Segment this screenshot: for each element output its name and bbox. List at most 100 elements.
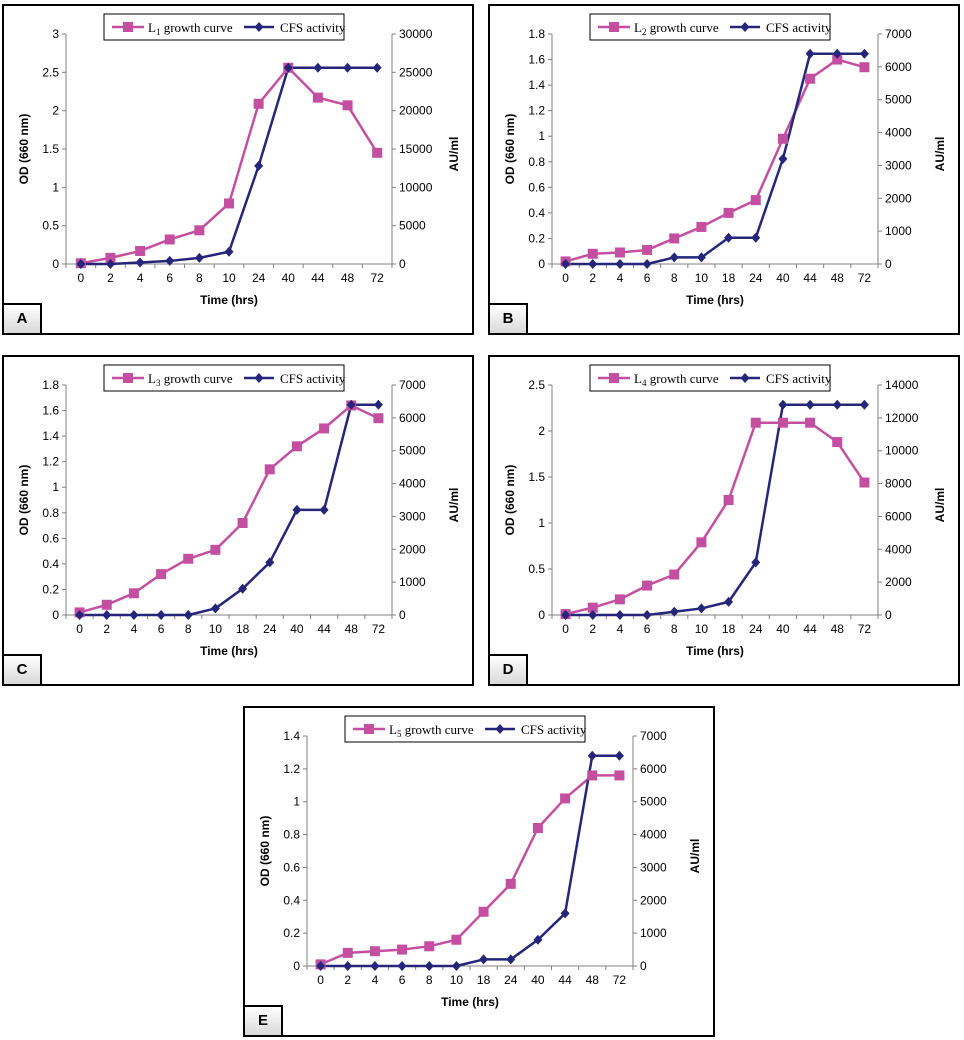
- right-tick-label: 25000: [399, 65, 433, 79]
- x-tick-label: 72: [372, 622, 386, 636]
- growth-curve-point: [253, 98, 264, 109]
- right-tick-label: 7000: [640, 729, 667, 743]
- cfs-activity-point: [346, 399, 356, 410]
- x-tick-label: 8: [185, 622, 192, 636]
- x-tick-label: 8: [196, 271, 203, 285]
- left-tick-label: 1.5: [528, 470, 545, 484]
- left-tick-label: 0.8: [42, 506, 59, 520]
- growth-curve-line: [565, 58, 865, 263]
- growth-curve-point: [291, 441, 302, 452]
- right-tick-label: 12000: [885, 411, 919, 425]
- panel-letter: D: [488, 654, 528, 686]
- left-tick-label: 0: [52, 608, 59, 622]
- right-tick-label: 8000: [885, 477, 912, 491]
- growth-curve-point: [342, 100, 353, 111]
- x-tick-label: 40: [531, 973, 545, 987]
- growth-curve-point: [696, 221, 707, 232]
- x-tick-label: 10: [450, 973, 464, 987]
- growth-curve-point: [750, 195, 761, 206]
- left-tick-label: 1.6: [528, 53, 545, 67]
- legend-cfs-label: CFS activity: [280, 371, 346, 386]
- left-tick-label: 1.4: [528, 78, 545, 92]
- legend-growth-label: L4 growth curve: [634, 371, 719, 388]
- growth-curve-point: [805, 73, 816, 84]
- right-tick-label: 4000: [640, 828, 667, 842]
- cfs-activity-point: [561, 610, 571, 620]
- cfs-activity-point: [615, 610, 625, 620]
- right-tick-label: 6000: [640, 762, 667, 776]
- cfs-activity-point: [724, 232, 734, 243]
- legend-strain-subscript: 5: [397, 729, 402, 739]
- left-tick-label: 0.8: [283, 828, 300, 842]
- legend-cfs-label: CFS activity: [521, 722, 587, 737]
- legend-growth-marker: [123, 22, 133, 32]
- x-tick-label: 2: [589, 622, 596, 636]
- right-tick-label: 30000: [399, 27, 433, 41]
- cfs-activity-point: [343, 62, 353, 73]
- cfs-activity-point: [238, 583, 248, 594]
- right-tick-label: 4000: [399, 477, 426, 491]
- right-tick-label: 0: [640, 959, 647, 973]
- x-tick-label: 44: [558, 973, 572, 987]
- cfs-activity-point: [210, 603, 220, 614]
- cfs-activity-point: [254, 160, 264, 171]
- x-tick-label: 18: [477, 973, 491, 987]
- x-tick-label: 18: [722, 622, 736, 636]
- growth-curve-line: [320, 774, 620, 966]
- y-axis-title-right: AU/ml: [688, 839, 702, 874]
- cfs-activity-point: [805, 48, 815, 59]
- left-tick-label: 1: [52, 180, 59, 194]
- x-tick-label: 4: [617, 622, 624, 636]
- left-tick-label: 0.2: [283, 926, 300, 940]
- left-tick-label: 0.5: [42, 219, 59, 233]
- growth-curve-point: [342, 947, 353, 958]
- growth-curve-point: [237, 518, 248, 528]
- right-tick-label: 2000: [885, 191, 912, 205]
- chart-svg: 0 0.2 0.4 0.6 0.8 1 1.2 1.4 0 1000 2000 3000 4000 500…: [258, 715, 702, 1009]
- x-tick-label: 0: [562, 622, 569, 636]
- cfs-activity-point: [859, 399, 869, 410]
- left-tick-label: 0.8: [528, 155, 545, 169]
- panel-letter: B: [488, 303, 528, 335]
- growth-curve-point: [128, 588, 139, 599]
- left-tick-label: 3: [52, 27, 59, 41]
- x-tick-label: 0: [77, 271, 84, 285]
- growth-curve-point: [750, 417, 761, 428]
- right-tick-label: 0: [399, 257, 406, 271]
- legend-growth-name: growth curve: [646, 371, 718, 386]
- x-tick-label: 44: [803, 271, 817, 285]
- x-tick-label: 40: [290, 622, 304, 636]
- panel-C: 0 0.2 0.4 0.6 0.8 1 1.2 1.4 1.6 1.8 0 1000 2000 3000 4…: [2, 355, 474, 686]
- growth-curve-line: [79, 404, 379, 614]
- x-tick-label: 6: [399, 973, 406, 987]
- x-tick-label: 72: [371, 271, 385, 285]
- legend-strain-subscript: 1: [156, 27, 161, 37]
- cfs-activity-point: [424, 961, 434, 971]
- left-tick-label: 0.5: [528, 562, 545, 576]
- right-tick-label: 0: [885, 608, 892, 622]
- right-tick-label: 4000: [885, 542, 912, 556]
- growth-curve-point: [614, 770, 625, 781]
- panel-letter: E: [243, 1005, 283, 1037]
- legend-cfs-label: CFS activity: [766, 20, 832, 35]
- growth-curve-point: [369, 946, 380, 957]
- legend-cfs-label: CFS activity: [280, 20, 346, 35]
- cfs-activity-point: [614, 750, 624, 761]
- growth-curve-point: [101, 599, 112, 610]
- left-tick-label: 2: [538, 424, 545, 438]
- y-axis-title-right: AU/ml: [933, 488, 947, 523]
- x-tick-label: 8: [426, 973, 433, 987]
- legend-strain: L: [389, 722, 397, 737]
- x-tick-label: 48: [831, 271, 845, 285]
- growth-curve-point: [164, 234, 175, 245]
- growth-curve-point: [560, 793, 571, 804]
- right-tick-label: 2000: [640, 893, 667, 907]
- right-tick-label: 3000: [640, 860, 667, 874]
- x-tick-label: 24: [252, 271, 266, 285]
- cfs-activity-point: [224, 246, 234, 257]
- growth-curve-point: [859, 62, 870, 73]
- x-tick-label: 44: [311, 271, 325, 285]
- left-tick-label: 2.5: [528, 378, 545, 392]
- left-tick-label: 1.5: [42, 142, 59, 156]
- legend-strain-subscript: 4: [642, 378, 647, 388]
